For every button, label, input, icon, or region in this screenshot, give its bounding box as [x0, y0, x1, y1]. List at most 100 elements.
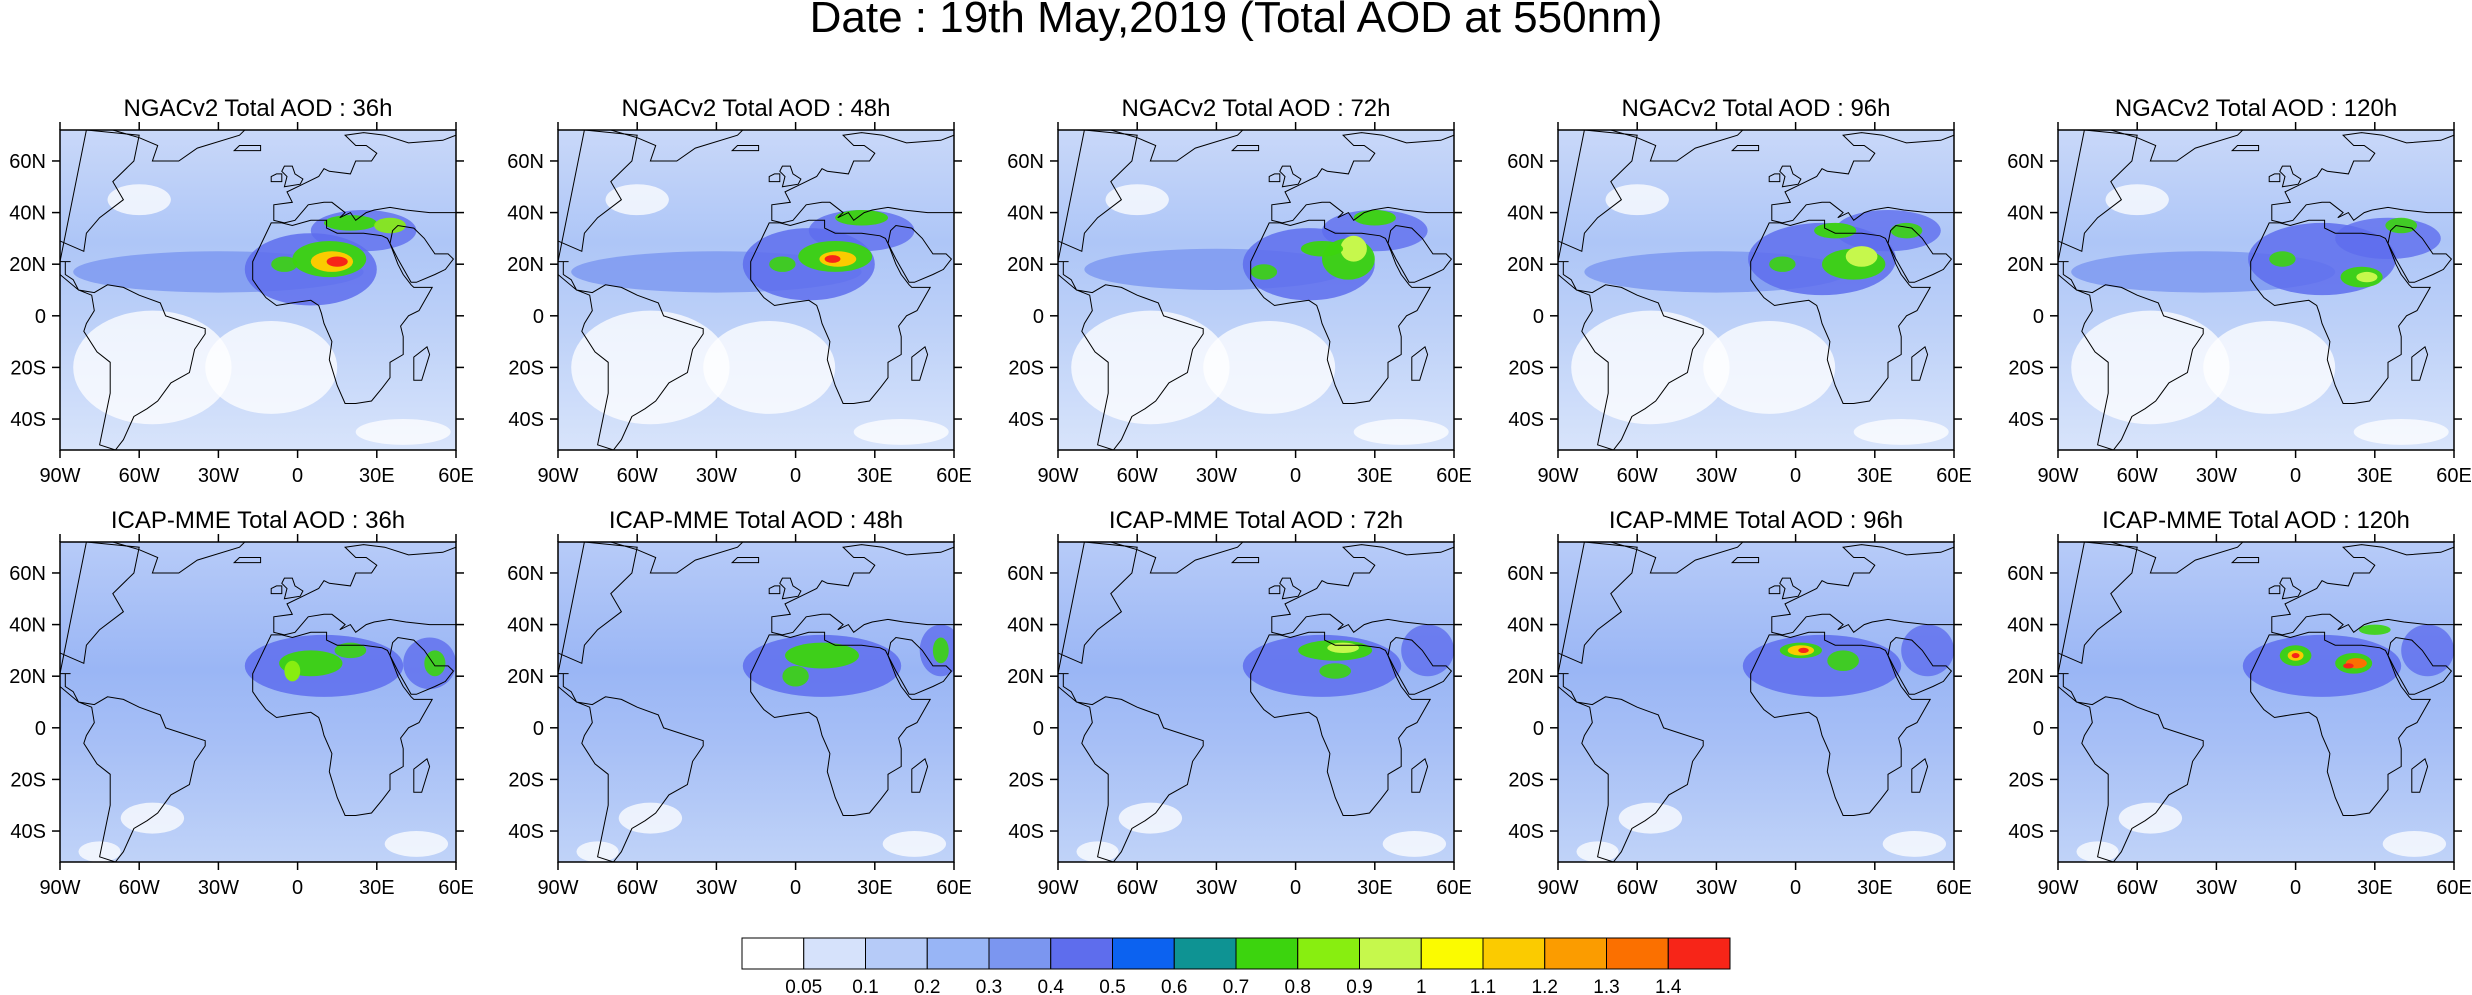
- colorbar-swatch: [1297, 937, 1360, 970]
- y-tick-label: 40N: [9, 615, 46, 637]
- x-tick-label: 90W: [537, 877, 578, 899]
- x-tick-label: 30W: [1696, 465, 1737, 487]
- low-aod-region: [2353, 419, 2449, 445]
- y-tick-label: 0: [35, 718, 46, 740]
- colorbar-label: 0.3: [976, 977, 1002, 995]
- coastline: [2058, 130, 2204, 450]
- colorbar-label: 0.05: [785, 977, 822, 995]
- aod-plume: [1353, 210, 1396, 226]
- coastline: [2279, 165, 2302, 188]
- aod-plume: [326, 256, 348, 267]
- y-tick-label: 40N: [9, 203, 46, 225]
- coastline: [112, 542, 246, 574]
- x-tick-label: 30E: [857, 465, 893, 487]
- low-aod-region: [1576, 841, 1619, 862]
- aod-plume: [2269, 251, 2296, 267]
- aod-plume: [284, 660, 301, 682]
- coastline: [1730, 145, 1760, 152]
- coastline: [270, 585, 283, 595]
- y-tick-label: 40S: [1508, 821, 1544, 843]
- low-aod-region: [576, 841, 619, 862]
- coastline: [2268, 173, 2281, 183]
- colorbar-swatch: [1667, 937, 1731, 970]
- aod-plume: [1890, 222, 1923, 239]
- x-tick-label: 30W: [696, 465, 737, 487]
- x-tick-label: 0: [1290, 465, 1301, 487]
- x-tick-label: 60W: [2117, 465, 2158, 487]
- coastline: [1911, 757, 1929, 793]
- y-tick-label: 60N: [9, 151, 46, 173]
- colorbar-label: 0.8: [1285, 977, 1311, 995]
- low-aod-region: [1618, 802, 1683, 834]
- y-tick-label: 40N: [2007, 615, 2044, 637]
- coastline: [2230, 145, 2260, 152]
- low-aod-region: [882, 831, 947, 857]
- coastline: [1750, 219, 1932, 404]
- coastline: [281, 577, 304, 600]
- coastline: [389, 224, 455, 283]
- coastline: [1271, 544, 1454, 636]
- coastline: [610, 130, 744, 162]
- colorbar-swatch: [741, 937, 805, 970]
- map-panel: NGACv2 Total AOD : 96h 90W 60W 30W 0 30E 60E 60…: [1507, 95, 1972, 487]
- coastline: [232, 145, 262, 152]
- map-panel: ICAP-MME Total AOD : 96h 90W 60W 30W 0 30E 60E…: [1507, 507, 1972, 899]
- coastline: [1250, 219, 1432, 404]
- x-tick-label: 90W: [1037, 465, 1078, 487]
- x-tick-label: 60E: [1436, 465, 1472, 487]
- x-tick-label: 60W: [119, 877, 160, 899]
- y-tick-label: 20S: [508, 769, 544, 791]
- map-frame: [2057, 129, 2455, 451]
- y-tick-label: 40N: [1507, 203, 1544, 225]
- aod-plume: [2356, 271, 2378, 283]
- coastline: [2271, 132, 2454, 224]
- x-tick-label: 0: [2290, 877, 2301, 899]
- x-tick-label: 60E: [936, 465, 972, 487]
- x-tick-label: 60W: [119, 465, 160, 487]
- aod-plume: [2385, 217, 2418, 234]
- y-tick-label: 0: [1033, 306, 1044, 328]
- coastline: [1058, 130, 1204, 450]
- coastline: [273, 544, 456, 636]
- map-background: [1558, 542, 1954, 862]
- x-tick-label: 30E: [1357, 465, 1393, 487]
- map-frame: [2057, 541, 2455, 863]
- y-tick-label: 20S: [2008, 769, 2044, 791]
- coastline: [1768, 585, 1781, 595]
- x-tick-label: 0: [1790, 465, 1801, 487]
- coastline: [750, 219, 932, 404]
- colorbar-swatch: [926, 937, 990, 970]
- low-aod-region: [2203, 320, 2336, 414]
- coastline: [730, 145, 760, 152]
- colorbar-swatch: [1235, 937, 1299, 970]
- x-tick-label: 60E: [1936, 465, 1972, 487]
- y-tick-label: 40S: [1008, 409, 1044, 431]
- low-aod-region: [107, 184, 171, 216]
- x-tick-label: 60E: [2436, 465, 2472, 487]
- map-panels: NGACv2 Total AOD : 36h 90W 60W 30W 0 30E 60E 60…: [9, 95, 2472, 899]
- x-tick-label: 30E: [2357, 465, 2393, 487]
- y-tick-label: 0: [1533, 718, 1544, 740]
- x-tick-label: 30W: [696, 877, 737, 899]
- x-tick-label: 0: [2290, 465, 2301, 487]
- coastline: [750, 631, 932, 816]
- low-aod-region: [618, 802, 683, 834]
- low-aod-region: [1882, 831, 1947, 857]
- y-tick-label: 40N: [2007, 203, 2044, 225]
- low-aod-region: [1071, 310, 1230, 425]
- coastline: [1750, 631, 1932, 816]
- map-frame: [557, 129, 955, 451]
- aod-plume: [1340, 235, 1367, 262]
- coastline: [779, 165, 802, 188]
- y-tick-label: 0: [533, 718, 544, 740]
- y-tick-label: 40S: [1008, 821, 1044, 843]
- x-tick-label: 60W: [1617, 877, 1658, 899]
- x-tick-label: 60W: [2117, 877, 2158, 899]
- low-aod-region: [1353, 419, 1449, 445]
- coastline: [60, 130, 206, 450]
- coastline: [60, 542, 206, 862]
- panel-title: NGACv2 Total AOD : 72h: [1121, 95, 1390, 122]
- coastline: [558, 542, 704, 862]
- aod-plume: [782, 665, 809, 687]
- y-tick-label: 60N: [2007, 563, 2044, 585]
